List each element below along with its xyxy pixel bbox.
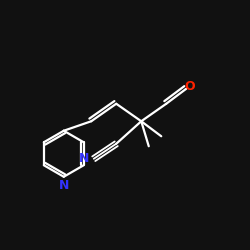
- Text: O: O: [184, 80, 194, 93]
- Text: N: N: [79, 152, 89, 165]
- Text: N: N: [58, 179, 69, 192]
